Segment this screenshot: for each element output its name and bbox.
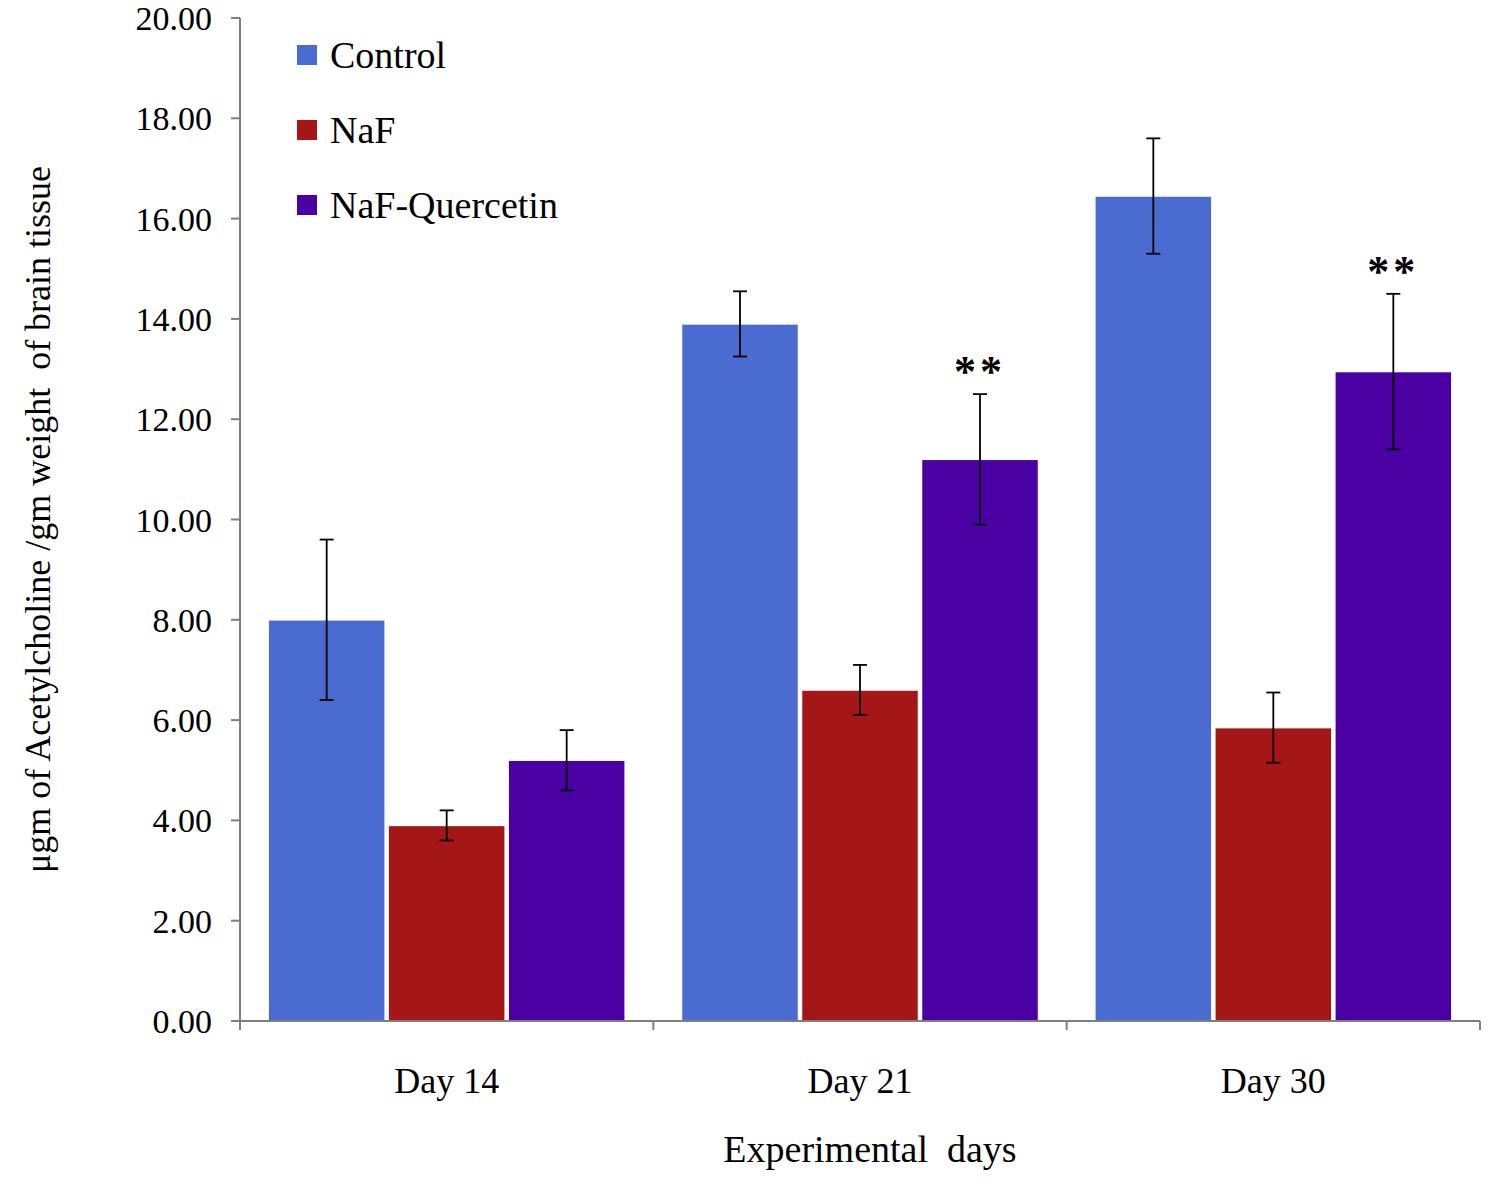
x-axis-label: Experimental days [723,1128,1016,1170]
y-tick [231,117,240,119]
y-tick [231,318,240,320]
bar [388,825,505,1021]
error-cap [1146,253,1160,255]
legend-swatch [297,45,317,65]
error-stem [446,810,448,840]
error-bar [560,730,574,790]
error-stem [859,665,861,715]
error-cap [1386,448,1400,450]
error-cap [853,664,867,666]
error-cap [320,539,334,541]
error-cap [320,699,334,701]
error-bar [440,810,454,840]
annotation: ** [1367,247,1419,296]
error-bar [973,394,987,524]
bar [1095,196,1212,1021]
x-tick [239,1021,241,1030]
error-bar [1146,138,1160,253]
bar [682,324,799,1021]
error-cap [1266,692,1280,694]
bar [922,459,1039,1021]
error-stem [1272,693,1274,763]
annotation: ** [954,347,1006,396]
y-tick [231,1020,240,1022]
y-tick-label: 0.00 [153,1003,213,1040]
error-bar [320,540,334,700]
bar [802,690,919,1021]
bar [1215,728,1332,1021]
error-bar [733,291,747,356]
error-cap [733,290,747,292]
y-tick [231,920,240,922]
y-axis-label: μgm of Acetylcholine /gm weight of brain… [18,166,58,873]
y-tick [231,218,240,220]
y-tick-label: 16.00 [136,201,213,238]
error-stem [739,291,741,356]
x-tick [1066,1021,1068,1030]
y-tick [231,17,240,19]
legend-swatch [297,195,317,215]
error-cap [440,809,454,811]
legend-label: Control [330,34,446,76]
error-stem [566,730,568,790]
error-stem [979,394,981,524]
legend-swatch [297,120,317,140]
y-tick-label: 12.00 [136,401,213,438]
y-tick-label: 20.00 [136,0,213,37]
y-tick [231,418,240,420]
x-tick [1479,1021,1481,1030]
y-tick-label: 2.00 [153,903,213,940]
y-tick [231,519,240,521]
y-tick-label: 18.00 [136,100,213,137]
x-tick [652,1021,654,1030]
y-tick [231,719,240,721]
legend: Control NaF NaF-Quercetin [297,34,558,226]
y-tick-label: 10.00 [136,502,213,539]
legend-label: NaF [330,109,395,151]
x-tick-label: Day 14 [394,1061,499,1101]
x-tick-label: Day 30 [1221,1061,1326,1101]
error-bar [1266,693,1280,763]
annotation-text: ** [954,347,1006,396]
y-tick-label: 8.00 [153,602,213,639]
error-cap [853,714,867,716]
error-stem [326,540,328,700]
x-axis [240,1020,1480,1022]
bar [508,760,625,1021]
bars [268,138,1452,1021]
error-cap [1266,762,1280,764]
error-cap [733,356,747,358]
y-tick-label: 6.00 [153,702,213,739]
annotation-text: ** [1367,247,1419,296]
error-cap [440,840,454,842]
error-stem [1152,138,1154,253]
error-cap [560,789,574,791]
y-tick-label: 14.00 [136,301,213,338]
error-cap [560,729,574,731]
error-bar [1386,294,1400,449]
error-bar [853,665,867,715]
y-tick-label: 4.00 [153,802,213,839]
chart: 0.00 2.00 4.00 6.00 8.00 10.00 12.00 14.00 16.00… [0,0,1488,1180]
x-tick-label: Day 21 [808,1061,913,1101]
error-cap [1146,137,1160,139]
error-cap [973,524,987,526]
y-tick [231,619,240,621]
y-tick [231,819,240,821]
bar [1335,372,1452,1021]
error-stem [1392,294,1394,449]
legend-label: NaF-Quercetin [330,184,558,226]
